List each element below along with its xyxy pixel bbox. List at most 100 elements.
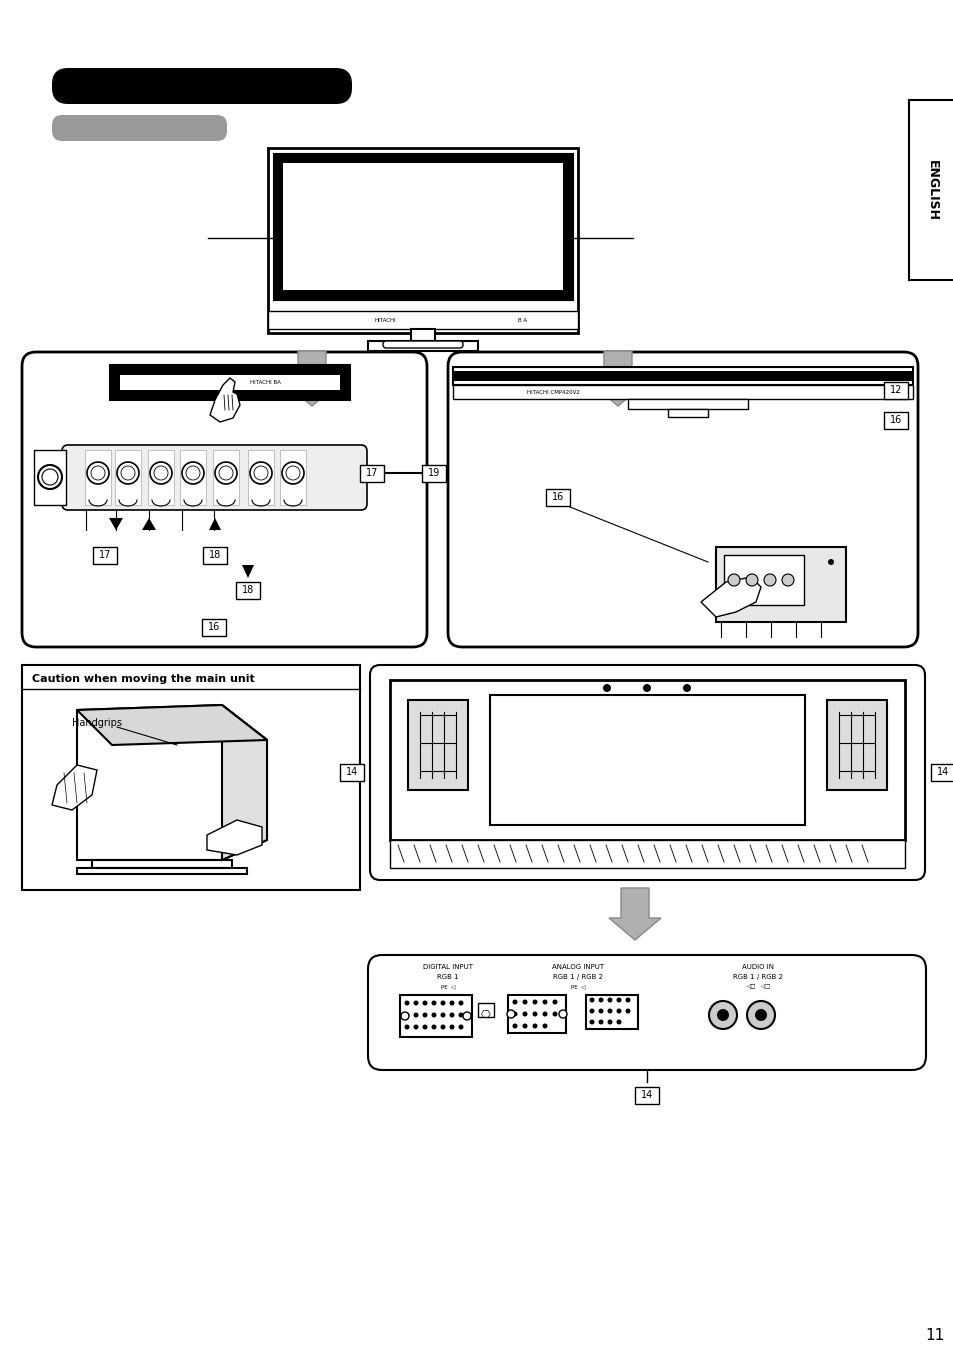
- Circle shape: [121, 466, 135, 480]
- Bar: [110, 365, 350, 400]
- Circle shape: [625, 1008, 630, 1013]
- Bar: [453, 367, 912, 385]
- Bar: [22, 665, 359, 890]
- FancyBboxPatch shape: [52, 68, 352, 104]
- Polygon shape: [242, 565, 253, 578]
- Circle shape: [598, 997, 603, 1002]
- FancyBboxPatch shape: [370, 665, 924, 880]
- Circle shape: [542, 1000, 547, 1005]
- FancyBboxPatch shape: [62, 444, 367, 509]
- Bar: [115, 450, 141, 505]
- Bar: [826, 700, 886, 790]
- Circle shape: [746, 1001, 774, 1029]
- Circle shape: [422, 1001, 427, 1005]
- Circle shape: [449, 1001, 454, 1005]
- Text: 14: 14: [346, 767, 357, 777]
- Circle shape: [462, 1012, 471, 1020]
- Bar: [283, 163, 562, 290]
- Polygon shape: [222, 705, 267, 861]
- Circle shape: [458, 1001, 463, 1005]
- Text: ⎔: ⎔: [480, 1011, 491, 1020]
- Bar: [408, 700, 468, 790]
- Text: ENGLISH: ENGLISH: [924, 159, 938, 220]
- Circle shape: [150, 462, 172, 484]
- Text: ◁□   ◁□: ◁□ ◁□: [745, 985, 769, 989]
- Bar: [277, 158, 567, 295]
- Circle shape: [512, 1012, 517, 1016]
- Bar: [883, 381, 907, 399]
- Circle shape: [449, 1024, 454, 1029]
- Circle shape: [404, 1001, 409, 1005]
- Bar: [113, 369, 346, 396]
- Bar: [421, 465, 446, 481]
- Circle shape: [458, 1012, 463, 1017]
- Text: Caution when moving the main unit: Caution when moving the main unit: [32, 674, 254, 684]
- Bar: [507, 994, 565, 1034]
- Circle shape: [91, 466, 105, 480]
- Circle shape: [754, 1009, 766, 1021]
- FancyBboxPatch shape: [22, 353, 427, 647]
- Circle shape: [182, 462, 204, 484]
- Circle shape: [449, 1012, 454, 1017]
- Text: 16: 16: [208, 621, 220, 632]
- Bar: [213, 450, 239, 505]
- Bar: [268, 149, 578, 332]
- Text: B A: B A: [517, 317, 526, 323]
- Circle shape: [616, 1020, 620, 1024]
- Circle shape: [781, 574, 793, 586]
- Polygon shape: [210, 378, 240, 422]
- Bar: [91, 861, 232, 867]
- Text: HITACHI CMP420V2: HITACHI CMP420V2: [526, 389, 578, 394]
- Bar: [34, 450, 66, 505]
- Circle shape: [522, 1000, 527, 1005]
- Circle shape: [38, 465, 62, 489]
- Text: ANALOG INPUT: ANALOG INPUT: [552, 965, 603, 970]
- FancyBboxPatch shape: [368, 955, 925, 1070]
- Text: 11: 11: [924, 1328, 943, 1343]
- Circle shape: [602, 684, 610, 692]
- Bar: [723, 555, 803, 605]
- Circle shape: [625, 997, 630, 1002]
- Circle shape: [413, 1001, 418, 1005]
- Circle shape: [642, 684, 650, 692]
- Circle shape: [532, 1000, 537, 1005]
- Bar: [390, 680, 904, 840]
- Circle shape: [87, 462, 109, 484]
- Text: RGB 1 / RGB 2: RGB 1 / RGB 2: [732, 974, 782, 979]
- Bar: [120, 376, 339, 390]
- Bar: [635, 1086, 659, 1104]
- Bar: [268, 311, 578, 330]
- Circle shape: [827, 559, 833, 565]
- Text: PE  ◁: PE ◁: [440, 985, 455, 989]
- Circle shape: [413, 1012, 418, 1017]
- Bar: [339, 763, 364, 781]
- Circle shape: [745, 574, 758, 586]
- Circle shape: [512, 1000, 517, 1005]
- Text: 18: 18: [242, 585, 253, 594]
- Polygon shape: [209, 517, 221, 530]
- Circle shape: [552, 1000, 557, 1005]
- Text: 16: 16: [551, 492, 563, 503]
- Bar: [453, 385, 912, 399]
- Circle shape: [727, 574, 740, 586]
- Text: 17: 17: [365, 467, 377, 478]
- Bar: [667, 409, 707, 417]
- Circle shape: [404, 1024, 409, 1029]
- Bar: [202, 619, 226, 635]
- Circle shape: [589, 997, 594, 1002]
- Circle shape: [282, 462, 304, 484]
- Bar: [627, 399, 747, 409]
- Bar: [180, 450, 206, 505]
- Bar: [203, 547, 227, 563]
- Circle shape: [431, 1024, 436, 1029]
- Bar: [280, 450, 306, 505]
- Circle shape: [589, 1020, 594, 1024]
- Circle shape: [522, 1012, 527, 1016]
- Circle shape: [598, 1008, 603, 1013]
- FancyBboxPatch shape: [382, 340, 462, 349]
- Circle shape: [558, 1011, 566, 1019]
- Bar: [411, 330, 435, 340]
- Text: 12: 12: [889, 385, 902, 394]
- Bar: [390, 840, 904, 867]
- Bar: [368, 340, 477, 351]
